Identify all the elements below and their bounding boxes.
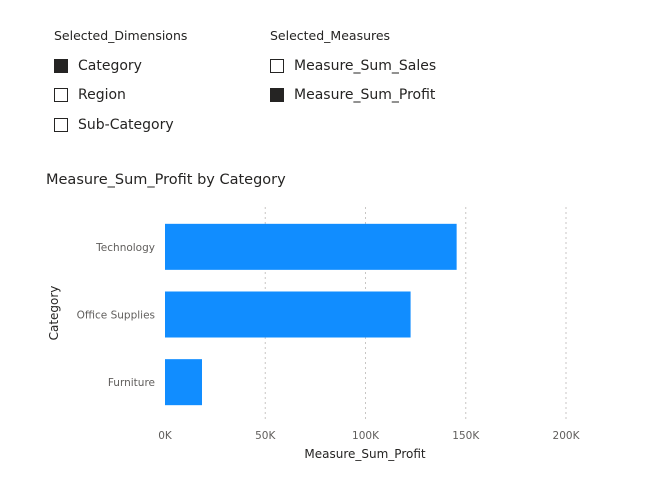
dimensions-slicer: Selected_Dimensions Category Region Sub-… [54,28,187,140]
checkbox-icon[interactable] [54,117,68,132]
x-tick-label: 50K [255,430,276,442]
x-tick-label: 100K [352,430,380,442]
dimension-option-label: Sub-Category [78,116,174,133]
dimension-option-label: Region [78,87,126,104]
category-label: Technology [95,242,155,254]
checkbox-icon[interactable] [270,58,284,73]
measures-slicer-title: Selected_Measures [270,28,391,43]
bar-technology[interactable] [165,223,457,270]
dimension-option-sub-category[interactable]: Sub-Category [54,110,187,140]
dimension-option-label: Category [78,57,142,74]
chart-title: Measure_Sum_Profit by Category [46,172,286,188]
checkbox-icon[interactable] [54,58,68,73]
category-axis: Technology Office Supplies Furniture [77,242,155,389]
bars [165,223,457,406]
measure-option-label: Measure_Sum_Sales [294,57,437,74]
dimension-option-category[interactable]: Category [54,51,187,81]
dimensions-slicer-title: Selected_Dimensions [54,28,188,43]
checkbox-icon[interactable] [270,88,284,103]
measure-option-label: Measure_Sum_Profit [294,87,436,104]
checkbox-icon[interactable] [54,88,68,103]
dimension-option-region[interactable]: Region [54,81,187,111]
x-axis-title: Measure_Sum_Profit [304,447,426,461]
x-tick-label: 200K [553,430,581,442]
category-label: Office Supplies [77,310,155,322]
value-axis: 0K 50K 100K 150K 200K [158,430,580,442]
y-axis-title: Category [47,286,61,341]
category-label: Furniture [108,377,155,389]
bar-office-supplies[interactable] [165,291,411,338]
measure-option-sum-profit[interactable]: Measure_Sum_Profit [270,81,436,111]
bar-furniture[interactable] [165,359,202,406]
measure-option-sum-sales[interactable]: Measure_Sum_Sales [270,51,436,81]
x-tick-label: 0K [158,430,173,442]
measures-slicer: Selected_Measures Measure_Sum_Sales Meas… [270,28,436,110]
x-tick-label: 150K [452,430,480,442]
